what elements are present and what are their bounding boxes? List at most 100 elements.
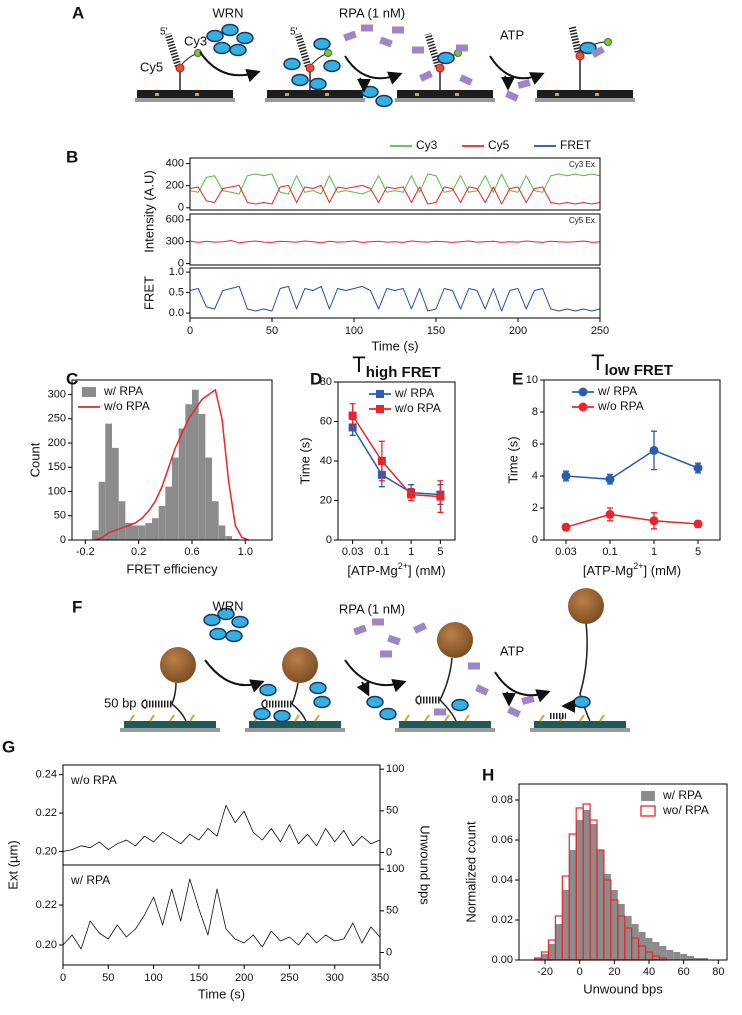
y-tick-label: 80	[320, 376, 332, 388]
y-tick-label: 0.00	[492, 954, 513, 966]
y2-tick-label: 50	[386, 805, 398, 817]
y-tick-label: 600	[166, 214, 184, 226]
x-axis-label: Time (s)	[371, 338, 418, 353]
y-tick-label: 250	[48, 413, 66, 425]
x-tick-label: 250	[591, 325, 609, 337]
y-axis-label: Time (s)	[505, 436, 520, 483]
legend-swatch	[640, 805, 656, 817]
surface	[395, 90, 495, 102]
histogram-bar	[555, 924, 563, 960]
x-axis-label-sup: 2+	[633, 561, 643, 571]
plot-area	[62, 878, 381, 950]
histogram-bar	[185, 404, 192, 540]
x-tick-label: 150	[190, 972, 208, 984]
diagram-label: ATP	[500, 643, 524, 658]
chart-title-sub: low FRET	[605, 362, 673, 379]
histogram-bar	[645, 938, 653, 960]
x-tick-label: 0.2	[131, 546, 146, 558]
x-axis-label: Unwound bps	[583, 981, 663, 996]
series-line	[565, 449, 699, 480]
x-axis-label: [ATP-Mg2+] (mM)	[583, 561, 681, 578]
y2-tick-label: 100	[386, 763, 404, 775]
histogram-bar	[541, 954, 549, 960]
histogram-bar	[701, 958, 708, 960]
y-tick-label: 0.04	[492, 874, 513, 886]
y-tick-label: 50	[54, 510, 66, 522]
histogram-bar	[534, 958, 542, 960]
histogram-bar	[212, 501, 219, 540]
axes-frame	[337, 381, 456, 541]
x-tick-label: 0	[187, 325, 193, 337]
axes-frame	[71, 379, 273, 541]
x-tick-label: 0.1	[602, 546, 617, 558]
surface	[529, 714, 631, 733]
plot-area	[533, 803, 708, 961]
x-axis-label-part: ] (mM)	[644, 563, 682, 578]
x-tick-label: 1	[651, 546, 657, 558]
marker	[348, 411, 357, 420]
x-axis-label-part: ] (mM)	[408, 563, 446, 578]
chart-title-sub: high FRET	[366, 364, 441, 381]
axes-frame	[62, 864, 381, 966]
y-axis-label: Normalized count	[463, 821, 478, 923]
x-tick-label: 40	[643, 966, 655, 978]
x-tick-label: 0.6	[184, 546, 199, 558]
plot-area	[62, 805, 381, 852]
legend-label: w/o RPA	[103, 399, 150, 413]
legend-label: w/ RPA	[662, 788, 702, 802]
series-line	[62, 805, 381, 852]
y-tick-label: 0	[178, 257, 184, 269]
annotation: w/ RPA	[70, 873, 110, 887]
diagram-label: ATP	[500, 27, 524, 42]
x-axis-label-sup: 2+	[398, 561, 408, 571]
legend-label: Cy3	[416, 138, 438, 152]
annotation: w/o RPA	[70, 773, 117, 787]
series-line	[351, 427, 441, 496]
chart: 0 50 100 150 200 250 300 350 Time (s) Ext (µm) Unw…	[5, 763, 432, 1001]
diagram-label: WRN	[212, 598, 243, 613]
series-line	[565, 513, 699, 528]
marker	[376, 390, 384, 398]
histogram-bar	[118, 501, 126, 540]
y-tick-label: 0.20	[36, 939, 57, 951]
legend-swatch	[641, 791, 655, 801]
panel-label: H	[482, 765, 494, 784]
y-tick-label: 200	[166, 180, 184, 192]
histogram-bar	[145, 523, 152, 540]
marker	[407, 490, 416, 499]
y2-tick-label: 0	[386, 846, 392, 858]
histogram-bar	[666, 950, 674, 960]
x-tick-label: 60	[678, 966, 690, 978]
marker	[578, 387, 588, 397]
diagram-label: Cy3	[184, 33, 207, 48]
histogram-bar	[673, 952, 681, 960]
y-tick-label: 0	[326, 534, 332, 546]
x-tick-label: 20	[608, 966, 620, 978]
diagram-label: Cy5	[140, 59, 163, 74]
histogram-bar	[138, 525, 146, 540]
axes-frame	[189, 213, 601, 266]
axes-frame	[543, 379, 721, 541]
histogram-bar	[152, 518, 159, 540]
x-tick-label: 300	[326, 972, 344, 984]
y-tick-label: 0.24	[36, 769, 57, 781]
y-axis-label: Ext (µm)	[5, 840, 20, 889]
chart: 0.03 0.1 1 5 [ATP-Mg2+] (mM) Thigh FRET Time (…	[297, 352, 456, 578]
histogram-bar	[98, 481, 106, 540]
legend-label: w/ RPA	[597, 384, 637, 398]
beads	[160, 588, 604, 683]
y-tick-label: 40	[320, 455, 332, 467]
chart-title-main: T	[591, 350, 604, 375]
marker	[605, 474, 615, 484]
surface	[119, 714, 221, 733]
x-tick-label: 5	[695, 546, 701, 558]
marker	[561, 471, 571, 481]
x-axis-label: FRET efficiency	[126, 561, 218, 576]
histogram-bar	[178, 428, 186, 540]
surface	[535, 90, 635, 102]
plot-area	[348, 403, 445, 513]
marker	[649, 445, 659, 455]
histogram-bar	[172, 457, 179, 540]
x-tick-label: 200	[235, 972, 253, 984]
